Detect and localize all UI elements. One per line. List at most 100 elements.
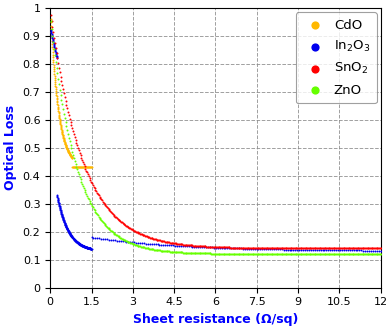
Point xyxy=(71,237,77,242)
Point xyxy=(87,246,93,251)
Point xyxy=(104,224,110,229)
Point xyxy=(105,226,112,231)
Point xyxy=(170,241,176,246)
Point xyxy=(207,244,213,249)
Point xyxy=(108,210,114,215)
Point xyxy=(231,251,238,256)
Point xyxy=(74,239,80,245)
Point xyxy=(152,236,158,242)
Point xyxy=(57,120,63,125)
Point xyxy=(181,250,188,255)
Point xyxy=(296,246,302,251)
Point xyxy=(182,250,189,255)
Point xyxy=(87,246,94,251)
Point xyxy=(74,240,81,245)
Point xyxy=(152,247,158,252)
Point xyxy=(236,245,243,250)
Point xyxy=(48,29,54,34)
Point xyxy=(80,165,87,170)
Point xyxy=(72,238,78,243)
Point xyxy=(91,185,98,191)
Point xyxy=(141,233,147,238)
Point xyxy=(237,245,243,250)
Point xyxy=(317,251,323,257)
Point xyxy=(65,227,71,232)
Point xyxy=(359,251,366,257)
Point xyxy=(160,239,166,244)
Point xyxy=(375,246,381,251)
Point xyxy=(278,251,284,257)
Point xyxy=(222,251,229,256)
Point xyxy=(84,245,91,250)
Point xyxy=(157,238,163,243)
Point xyxy=(54,101,60,107)
Point xyxy=(346,251,352,257)
Point xyxy=(271,251,277,257)
Point xyxy=(100,199,106,204)
Point xyxy=(88,246,94,251)
Point xyxy=(49,36,56,41)
Point xyxy=(201,251,207,256)
Point xyxy=(66,230,72,235)
Point xyxy=(323,248,330,253)
Point xyxy=(61,91,67,96)
Point xyxy=(88,246,94,251)
Point xyxy=(117,235,123,240)
Point xyxy=(162,239,168,244)
Point xyxy=(359,246,365,251)
Point xyxy=(220,245,226,250)
Point xyxy=(331,246,338,251)
Point xyxy=(82,244,89,249)
Point xyxy=(295,251,301,257)
Point xyxy=(73,238,79,244)
Point xyxy=(103,204,109,209)
Point xyxy=(63,224,69,229)
Point xyxy=(67,232,73,237)
Point xyxy=(121,237,127,243)
Point xyxy=(58,209,64,214)
Point xyxy=(49,18,55,23)
Point xyxy=(143,233,149,239)
Point xyxy=(347,246,353,251)
Point xyxy=(89,203,95,209)
Point xyxy=(68,153,74,158)
Point xyxy=(278,246,285,251)
Point xyxy=(318,248,324,253)
Point xyxy=(53,50,60,56)
Point xyxy=(317,246,323,251)
Point xyxy=(306,246,312,251)
Point xyxy=(207,244,214,249)
Point xyxy=(167,240,174,245)
Point xyxy=(227,245,233,250)
Point xyxy=(133,240,139,245)
Point xyxy=(110,212,116,217)
Point xyxy=(73,137,79,143)
Point xyxy=(65,228,71,233)
Point xyxy=(79,157,85,163)
Point xyxy=(358,246,364,251)
Point xyxy=(163,239,170,245)
Point xyxy=(341,246,348,251)
Point xyxy=(232,251,238,256)
Point xyxy=(62,142,69,147)
Point xyxy=(112,238,118,243)
Point xyxy=(356,251,362,257)
Point xyxy=(68,154,74,159)
Point xyxy=(287,247,293,252)
Point xyxy=(190,250,196,256)
Point xyxy=(169,240,176,246)
Point xyxy=(263,246,270,251)
Point xyxy=(127,240,134,245)
Point xyxy=(52,40,58,46)
Point xyxy=(51,71,58,76)
Point xyxy=(61,111,67,116)
Point xyxy=(55,106,61,111)
Point xyxy=(322,251,328,257)
Point xyxy=(354,251,360,257)
Point xyxy=(273,247,279,252)
Point xyxy=(210,244,216,249)
Point xyxy=(62,223,69,228)
Point xyxy=(351,251,358,257)
Point xyxy=(296,247,302,252)
Point xyxy=(366,246,372,251)
